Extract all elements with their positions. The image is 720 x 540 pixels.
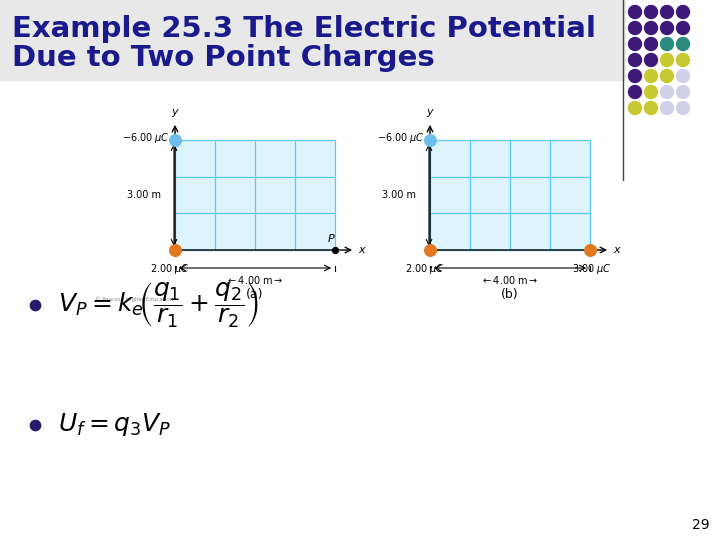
Text: $\leftarrow 4.00\;\mathrm{m} \rightarrow$: $\leftarrow 4.00\;\mathrm{m} \rightarrow…: [226, 274, 284, 286]
Text: $3.00\;\mu C$: $3.00\;\mu C$: [572, 262, 612, 276]
Point: [30, 301, 41, 309]
Text: 29: 29: [693, 518, 710, 532]
Point: [169, 246, 181, 254]
Circle shape: [629, 37, 642, 51]
Circle shape: [660, 22, 673, 35]
Point: [30, 421, 41, 429]
Circle shape: [660, 85, 673, 98]
Text: (a): (a): [246, 288, 264, 301]
Text: $x$: $x$: [358, 245, 367, 255]
Circle shape: [677, 85, 690, 98]
Circle shape: [629, 85, 642, 98]
Circle shape: [660, 102, 673, 114]
Circle shape: [644, 37, 657, 51]
Text: (b): (b): [501, 288, 519, 301]
Bar: [0, 0, 625, 80]
Text: 3.00 m: 3.00 m: [382, 190, 416, 200]
Point: [424, 136, 436, 144]
Circle shape: [644, 85, 657, 98]
Circle shape: [660, 53, 673, 66]
Circle shape: [677, 37, 690, 51]
Circle shape: [629, 53, 642, 66]
Circle shape: [644, 70, 657, 83]
Text: $P$: $P$: [327, 232, 336, 244]
Text: $\leftarrow 4.00\;\mathrm{m} \rightarrow$: $\leftarrow 4.00\;\mathrm{m} \rightarrow…: [482, 274, 539, 286]
Text: $2.00\;\mu C$: $2.00\;\mu C$: [150, 262, 189, 276]
Circle shape: [677, 22, 690, 35]
Circle shape: [629, 70, 642, 83]
Bar: [175, 140, 335, 250]
Circle shape: [644, 5, 657, 18]
Point: [169, 136, 181, 144]
Text: 3.00 m: 3.00 m: [127, 190, 161, 200]
Text: $U_f = q_3 V_P$: $U_f = q_3 V_P$: [58, 411, 171, 438]
Circle shape: [660, 37, 673, 51]
Point: [584, 246, 595, 254]
Circle shape: [660, 70, 673, 83]
Text: $-6.00\;\mu C$: $-6.00\;\mu C$: [122, 131, 170, 145]
Text: $y$: $y$: [426, 107, 434, 119]
Circle shape: [644, 102, 657, 114]
Circle shape: [644, 53, 657, 66]
Text: Example 25.3 The Electric Potential: Example 25.3 The Electric Potential: [12, 15, 596, 43]
Circle shape: [677, 70, 690, 83]
Circle shape: [677, 5, 690, 18]
Circle shape: [629, 5, 642, 18]
Point: [424, 246, 436, 254]
Text: $-6.00\;\mu C$: $-6.00\;\mu C$: [377, 131, 425, 145]
Text: Due to Two Point Charges: Due to Two Point Charges: [12, 44, 435, 72]
Point: [329, 246, 341, 254]
Text: $2.00\;\mu C$: $2.00\;\mu C$: [405, 262, 445, 276]
Text: $x$: $x$: [613, 245, 622, 255]
Text: $y$: $y$: [171, 107, 179, 119]
Text: © Pearson Higher Education: © Pearson Higher Education: [95, 296, 174, 302]
Bar: [430, 140, 590, 250]
Circle shape: [629, 22, 642, 35]
Circle shape: [660, 5, 673, 18]
Circle shape: [677, 102, 690, 114]
Circle shape: [677, 53, 690, 66]
Circle shape: [644, 22, 657, 35]
Text: $V_P = k_e\!\left(\dfrac{q_1}{r_1} + \dfrac{q_2}{r_2}\right)$: $V_P = k_e\!\left(\dfrac{q_1}{r_1} + \df…: [58, 280, 258, 329]
Circle shape: [629, 102, 642, 114]
